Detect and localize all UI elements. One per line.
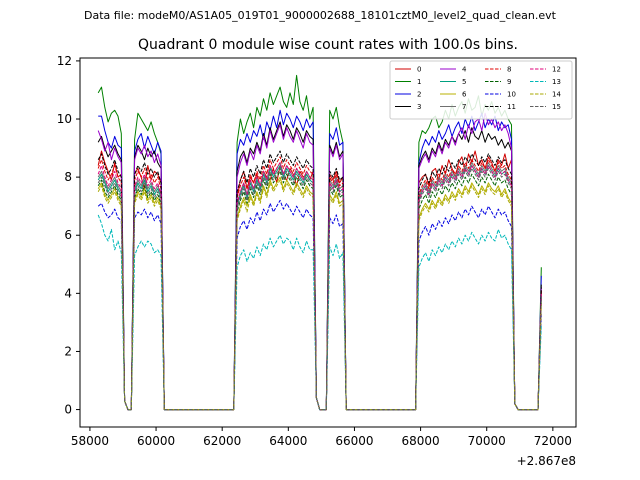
y-tick-label: 12 — [57, 54, 72, 68]
axes-frame — [79, 57, 577, 428]
y-tick-label: 4 — [64, 286, 72, 300]
legend-label-11: 11 — [507, 103, 516, 111]
legend-label-2: 2 — [417, 91, 421, 99]
y-tick-label: 8 — [64, 170, 72, 184]
legend-label-13: 13 — [552, 78, 561, 86]
series-line-15 — [97, 167, 542, 411]
legend-label-14: 14 — [552, 91, 561, 99]
legend-label-7: 7 — [462, 103, 466, 111]
legend-label-3: 3 — [417, 103, 421, 111]
y-tick-label: 2 — [64, 344, 72, 358]
legend-label-9: 9 — [507, 78, 511, 86]
series-line-9 — [97, 170, 542, 411]
legend-label-8: 8 — [507, 66, 511, 74]
x-tick-label: 68000 — [401, 434, 439, 448]
y-tick-label: 0 — [64, 403, 72, 417]
legend-label-15: 15 — [552, 103, 561, 111]
legend-label-1: 1 — [417, 78, 421, 86]
y-tick-label: 6 — [64, 228, 72, 242]
legend-label-12: 12 — [552, 66, 561, 74]
legend-label-6: 6 — [462, 91, 467, 99]
x-offset-label: +2.867e8 — [517, 454, 576, 468]
x-tick-label: 66000 — [335, 434, 373, 448]
x-tick-label: 70000 — [468, 434, 506, 448]
legend-label-5: 5 — [462, 78, 466, 86]
legend-label-0: 0 — [417, 66, 421, 74]
x-tick-label: 58000 — [71, 434, 109, 448]
chart-title: Quadrant 0 module wise count rates with … — [138, 37, 518, 53]
legend-label-4: 4 — [462, 66, 467, 74]
x-tick-label: 64000 — [269, 434, 307, 448]
x-tick-label: 60000 — [137, 434, 175, 448]
x-tick-label: 62000 — [203, 434, 241, 448]
x-tick-label: 72000 — [534, 434, 572, 448]
legend-label-10: 10 — [507, 91, 516, 99]
suptitle: Data file: modeM0/AS1A05_019T01_90000026… — [84, 9, 557, 22]
y-tick-label: 10 — [57, 112, 72, 126]
legend-box — [389, 60, 573, 120]
